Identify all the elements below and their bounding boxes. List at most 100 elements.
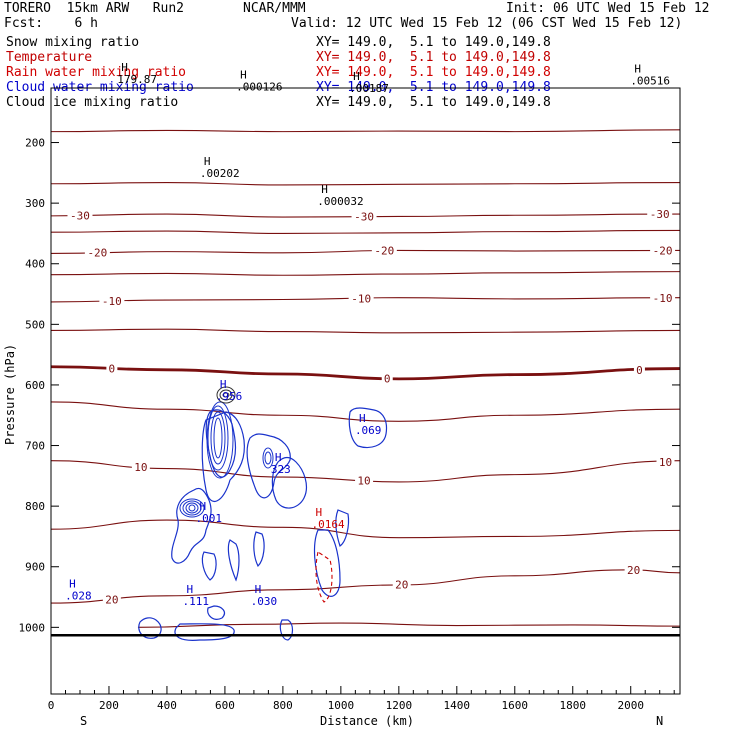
maximum-value: .111 — [182, 595, 209, 608]
isotherm--40 — [50, 129, 681, 133]
isotherm-lines: -30 -30 -30 -20 -20 -20 -10 -10 -10 0 0 0 10 10 10 20 20… — [50, 129, 681, 628]
isotherm-label-bg — [131, 460, 150, 473]
isotherm--15 — [50, 271, 681, 276]
isotherm-25 — [137, 622, 681, 628]
cloud-ice-contour — [219, 389, 233, 401]
isotherm-label: 20 — [627, 564, 640, 577]
plot-frame — [50, 87, 681, 695]
cloud-water-contour — [264, 451, 272, 465]
isotherm-label: -20 — [87, 247, 107, 260]
cloud-water-contour — [227, 539, 240, 582]
cloud-ice-contour — [216, 386, 236, 404]
isotherm-10 — [50, 460, 681, 483]
isotherm-label-bg — [624, 563, 643, 576]
maximum-marker: H — [200, 500, 207, 513]
legend-snow-label: Snow mixing ratio — [6, 35, 140, 50]
cloud-water-contour — [313, 529, 341, 597]
maximum-marker: H — [359, 412, 366, 425]
cloud-contours — [138, 386, 388, 641]
isotherm-label: 20 — [395, 579, 408, 592]
isotherm--25 — [50, 229, 681, 234]
isotherm-label: 20 — [105, 593, 118, 606]
isotherm-label-bg — [102, 593, 121, 606]
x-tick-label: 1800 — [560, 699, 587, 712]
maximum-marker: H — [69, 577, 76, 590]
isotherm-label: -30 — [70, 209, 90, 222]
cloud-water-contour — [279, 619, 294, 641]
legend-temp-xy: XY= 149.0, 5.1 to 149.0,149.8 — [316, 50, 551, 65]
x-tick-label: 1000 — [328, 699, 355, 712]
cloud-water-contour — [207, 605, 226, 620]
isotherm-label: -30 — [650, 208, 670, 221]
isotherm-0 — [50, 365, 681, 381]
maximum-value: .00202 — [200, 167, 240, 180]
isotherm-label-bg — [392, 578, 411, 591]
maximum-value: .956 — [216, 390, 243, 403]
isotherm-label-bg — [106, 362, 118, 375]
legend-snow-xy: XY= 149.0, 5.1 to 149.0,149.8 — [316, 35, 551, 50]
cloud-water-contour — [185, 502, 199, 514]
cloud-water-contour — [262, 447, 274, 469]
legend-rain-xy: XY= 149.0, 5.1 to 149.0,149.8 — [316, 65, 551, 80]
maximum-value: .00187 — [349, 82, 389, 95]
rain-water-contour — [315, 551, 333, 603]
isotherm-label-bg — [371, 244, 397, 257]
y-tick-label: 500 — [25, 318, 45, 331]
x-axis-ticks: 0 200 400 600 800 1000 1200 1400 1600 1800 2000 — [48, 686, 675, 712]
cloud-water-contour — [182, 500, 202, 516]
isotherm--30 — [50, 213, 681, 218]
cloud-water-contour — [138, 617, 162, 639]
isotherm-label-bg — [351, 210, 377, 223]
isotherm-label: 0 — [636, 364, 643, 377]
maximum-marker: H — [315, 506, 322, 519]
isotherm-label: 10 — [134, 461, 147, 474]
maximum-value: 179.87 — [117, 73, 157, 86]
maximum-value: .028 — [65, 589, 92, 602]
isotherm--35 — [50, 181, 681, 186]
maximum-marker: H — [240, 68, 247, 81]
cloud-water-contour — [335, 509, 350, 547]
maximum-marker: H — [321, 183, 328, 196]
maximum-marker: H — [186, 583, 193, 596]
y-tick-label: 300 — [25, 197, 45, 210]
south-label: S — [80, 714, 87, 728]
isotherm-label-bg — [633, 364, 645, 377]
isotherm-label-bg — [656, 455, 675, 468]
y-tick-label: 400 — [25, 258, 45, 271]
maximum-value: .0164 — [311, 518, 344, 531]
north-label: N — [656, 714, 663, 728]
isotherm-label: 10 — [659, 456, 672, 469]
x-tick-label: 800 — [273, 699, 293, 712]
valid-time: Valid: 12 UTC Wed 15 Feb 12 (06 CST Wed … — [291, 16, 683, 31]
cloud-water-contour — [188, 504, 196, 512]
cloud-water-contour — [246, 433, 291, 499]
isotherm-20 — [50, 569, 681, 604]
org-label: NCAR/MMM — [243, 1, 306, 16]
maximum-marker: H — [255, 583, 262, 596]
legend-cloudice-label: Cloud ice mixing ratio — [6, 95, 179, 110]
maximum-marker: H — [353, 70, 360, 83]
x-tick-label: 600 — [215, 699, 235, 712]
maximum-marker: H — [275, 451, 282, 464]
y-tick-label: 800 — [25, 500, 45, 513]
isotherm-5 — [50, 401, 681, 422]
cloud-water-contour — [174, 623, 235, 641]
legend-temp-label: Temperature — [6, 50, 93, 65]
maximum-marker: H — [220, 378, 227, 391]
x-axis-title: Distance (km) — [320, 714, 414, 728]
isotherm-label-bg — [99, 294, 125, 307]
isotherm-label: 0 — [384, 372, 391, 385]
maximum-marker: H — [204, 155, 211, 168]
y-tick-label: 1000 — [19, 621, 46, 634]
maximum-value: .000126 — [236, 80, 282, 93]
cloud-water-contour — [348, 407, 388, 449]
y-axis-title: Pressure (hPa) — [3, 344, 17, 445]
x-tick-label: 1400 — [444, 699, 471, 712]
maximum-value: .030 — [251, 595, 277, 608]
cloud-water-contour — [171, 487, 212, 564]
isotherm-label: -10 — [102, 295, 122, 308]
maximum-value: .000032 — [317, 195, 363, 208]
isotherm-label-bg — [381, 372, 393, 385]
